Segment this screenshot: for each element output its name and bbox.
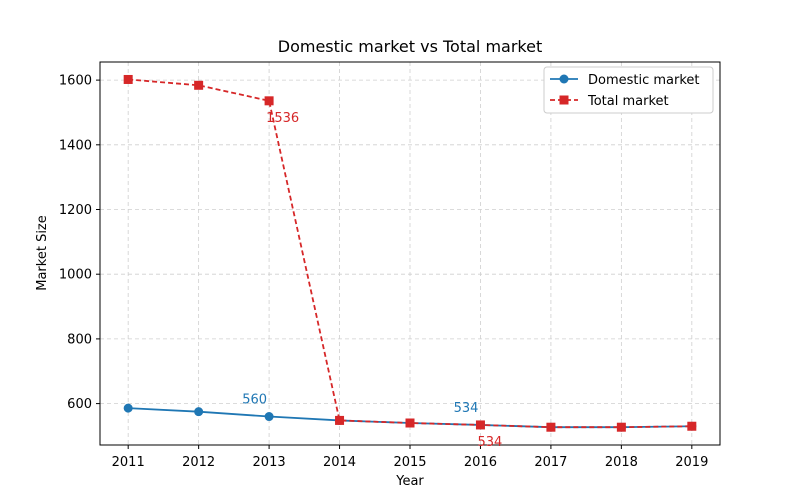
data-label: 534: [477, 435, 502, 450]
legend: Domestic market Total market: [543, 66, 714, 114]
x-tick-label: 2014: [323, 455, 356, 470]
x-tick-label: 2011: [112, 455, 145, 470]
x-tick-label: 2018: [605, 455, 638, 470]
x-axis: 2011 2012 2013 2014 2015 2016 2017 2018 2019: [112, 445, 708, 470]
data-point-total: [616, 422, 626, 432]
legend-marker-total: [559, 95, 569, 105]
data-point-total: [194, 80, 204, 90]
legend-label-total: Total market: [587, 94, 669, 109]
y-axis-label: Market Size: [35, 215, 50, 291]
legend-marker-domestic: [559, 74, 569, 84]
x-tick-label: 2015: [393, 455, 426, 470]
legend-box: [543, 66, 714, 114]
x-tick-label: 2019: [675, 455, 708, 470]
data-point-total: [687, 421, 697, 431]
data-point-total: [264, 96, 274, 106]
data-point-domestic: [194, 407, 204, 417]
y-tick-label: 800: [67, 332, 92, 347]
grid: [100, 62, 720, 445]
data-point-domestic: [123, 403, 133, 413]
data-labels: 560 534 1536 534: [242, 111, 502, 450]
x-tick-label: 2012: [182, 455, 215, 470]
y-tick-label: 1600: [59, 74, 92, 89]
y-axis: 600 800 1000 1200 1400 1600: [59, 74, 100, 412]
legend-label-domestic: Domestic market: [588, 73, 700, 88]
x-tick-label: 2017: [534, 455, 567, 470]
y-tick-label: 1200: [59, 203, 92, 218]
y-tick-label: 600: [67, 397, 92, 412]
data-point-total: [475, 420, 485, 430]
data-point-total: [405, 418, 415, 428]
data-label: 1536: [266, 111, 299, 126]
data-point-domestic: [264, 412, 274, 422]
x-tick-label: 2013: [253, 455, 286, 470]
data-label: 560: [242, 393, 267, 408]
x-axis-label: Year: [395, 474, 424, 489]
y-tick-label: 1400: [59, 138, 92, 153]
x-tick-label: 2016: [464, 455, 497, 470]
data-point-total: [546, 422, 556, 432]
data-point-total: [335, 415, 345, 425]
data-point-total: [123, 74, 133, 84]
series-layer: [123, 74, 697, 432]
chart-title: Domestic market vs Total market: [278, 37, 542, 56]
y-tick-label: 1000: [59, 268, 92, 283]
data-label: 534: [454, 401, 479, 416]
